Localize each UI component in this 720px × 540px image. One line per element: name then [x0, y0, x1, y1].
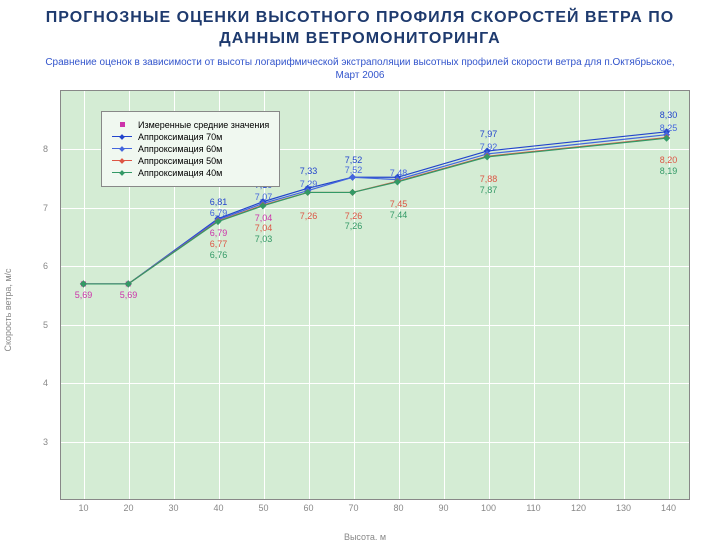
legend-item: Измеренные средние значения: [112, 120, 269, 130]
x-tick: 130: [616, 503, 631, 513]
chart-subtitle: Сравнение оценок в зависимости от высоты…: [0, 54, 720, 84]
value-label: 6,81: [210, 197, 228, 207]
value-label: 7,03: [255, 234, 273, 244]
x-tick: 30: [168, 503, 178, 513]
value-label: 7,33: [300, 166, 318, 176]
value-label: 7,87: [480, 185, 498, 195]
value-label: 7,45: [390, 199, 408, 209]
value-label: 8,20: [660, 155, 678, 165]
value-label: 6,77: [210, 239, 228, 249]
y-tick: 6: [43, 261, 48, 271]
legend: Измеренные средние значения Аппроксимация…: [101, 111, 280, 187]
legend-item: Аппроксимация 70м: [112, 132, 269, 142]
x-tick: 60: [303, 503, 313, 513]
value-label: 7,44: [390, 210, 408, 220]
legend-item: Аппроксимация 60м: [112, 144, 269, 154]
x-tick: 80: [393, 503, 403, 513]
x-tick: 140: [661, 503, 676, 513]
value-label: 7,97: [480, 129, 498, 139]
value-label: 8,30: [660, 110, 678, 120]
value-label: 7,88: [480, 174, 498, 184]
value-label: 5,69: [120, 290, 138, 300]
y-tick: 8: [43, 144, 48, 154]
value-label: 7,48: [390, 168, 408, 178]
value-label: 5,69: [75, 290, 93, 300]
page-title: ПРОГНОЗНЫЕ ОЦЕНКИ ВЫСОТНОГО ПРОФИЛЯ СКОР…: [0, 0, 720, 54]
value-label: 8,25: [660, 123, 678, 133]
value-label: 7,04: [255, 223, 273, 233]
legend-item: Аппроксимация 40м: [112, 168, 269, 178]
value-label: 7,26: [345, 211, 363, 221]
x-tick: 10: [78, 503, 88, 513]
x-tick: 50: [258, 503, 268, 513]
x-tick: 120: [571, 503, 586, 513]
y-tick: 7: [43, 203, 48, 213]
value-label: 7,26: [345, 221, 363, 231]
chart-container: Скорость ветра, м/с Высота, м Измеренные…: [40, 90, 690, 520]
x-tick: 70: [348, 503, 358, 513]
x-tick: 110: [526, 503, 540, 513]
value-label: 7,29: [300, 179, 318, 189]
value-label: 7,92: [480, 142, 498, 152]
plot-area: Измеренные средние значения Аппроксимация…: [60, 90, 690, 500]
value-label: 6,79: [210, 228, 228, 238]
x-tick: 100: [481, 503, 496, 513]
x-tick: 90: [438, 503, 448, 513]
y-tick: 4: [43, 378, 48, 388]
y-axis-label: Скорость ветра, м/с: [3, 268, 13, 351]
x-tick: 40: [213, 503, 223, 513]
x-tick: 20: [123, 503, 133, 513]
value-label: 6,76: [210, 250, 228, 260]
value-label: 7,26: [300, 211, 318, 221]
x-axis-label: Высота, м: [344, 532, 386, 540]
y-tick: 5: [43, 320, 48, 330]
legend-item: Аппроксимация 50м: [112, 156, 269, 166]
value-label: 7,52: [345, 155, 363, 165]
value-label: 6,79: [210, 208, 228, 218]
value-label: 7,52: [345, 165, 363, 175]
y-tick: 3: [43, 437, 48, 447]
value-label: 7,04: [255, 213, 273, 223]
value-label: 7,07: [255, 192, 273, 202]
value-label: 8,19: [660, 166, 678, 176]
